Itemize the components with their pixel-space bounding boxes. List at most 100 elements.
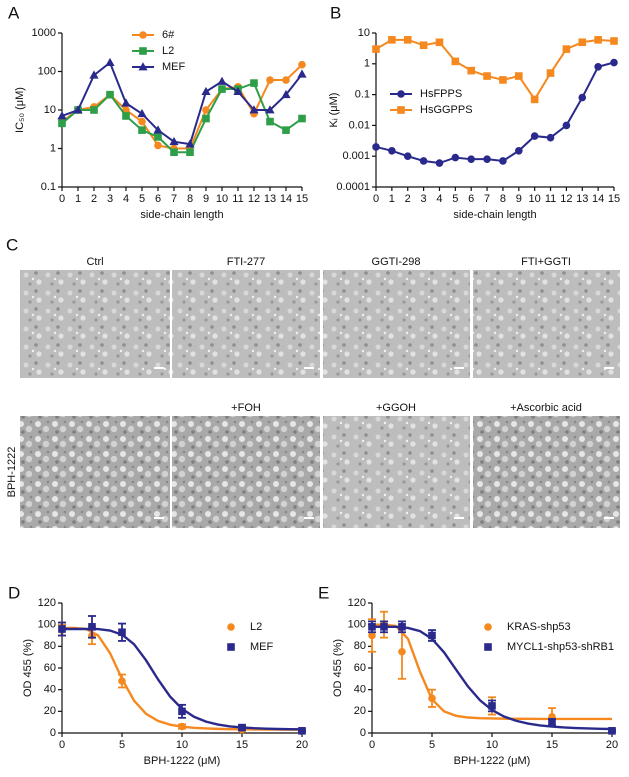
marker xyxy=(515,146,523,155)
x-tick-label: 6 xyxy=(468,193,474,205)
legend-label: HsGGPPS xyxy=(420,104,473,116)
scale-bars xyxy=(154,367,614,519)
marker xyxy=(548,718,556,726)
marker xyxy=(499,157,507,165)
marker xyxy=(57,111,67,120)
y-tick-label: 120 xyxy=(348,597,366,609)
legend-marker xyxy=(227,643,235,651)
legend-marker xyxy=(397,90,405,98)
legend-marker xyxy=(227,623,235,631)
marker xyxy=(238,723,246,732)
x-axis-label: side-chain length xyxy=(453,209,536,221)
x-tick-label: 11 xyxy=(545,193,556,205)
marker xyxy=(185,139,195,148)
marker xyxy=(530,132,539,140)
x-tick-label: 7 xyxy=(484,193,490,205)
marker xyxy=(202,114,210,123)
marker xyxy=(202,106,210,114)
marker xyxy=(266,117,274,126)
x-tick-label: 15 xyxy=(608,193,620,205)
marker xyxy=(121,98,131,107)
marker xyxy=(169,136,179,146)
y-axis-label: IC₅₀ (μM) xyxy=(14,87,26,133)
marker xyxy=(298,727,306,735)
panel-letter: D xyxy=(8,583,20,602)
marker xyxy=(138,117,146,126)
x-tick-label: 13 xyxy=(264,193,276,205)
legend-label: KRAS-shp53 xyxy=(507,621,571,633)
x-axis-label: BPH-1222 (μM) xyxy=(144,755,221,767)
x-tick-label: 12 xyxy=(248,193,260,205)
y-tick-label: 40 xyxy=(44,684,56,696)
marker xyxy=(122,112,130,120)
x-tick-label: 9 xyxy=(203,193,209,205)
marker xyxy=(89,70,99,79)
micrograph xyxy=(323,416,470,528)
legend-label: MEF xyxy=(162,61,186,73)
marker xyxy=(170,148,178,157)
micrograph xyxy=(473,270,620,378)
x-tick-label: 11 xyxy=(232,193,243,205)
marker xyxy=(297,69,307,78)
y-tick-label: 0.001 xyxy=(342,150,370,162)
y-tick-label: 40 xyxy=(354,684,366,696)
y-tick-label: 0.1 xyxy=(355,89,370,101)
y-tick-label: 80 xyxy=(44,640,56,652)
marker xyxy=(368,631,376,640)
legend-marker xyxy=(484,643,492,651)
x-tick-label: 5 xyxy=(452,193,458,205)
panel-letter: A xyxy=(8,3,20,22)
marker xyxy=(201,86,211,96)
x-tick-label: 5 xyxy=(119,739,125,751)
x-tick-label: 20 xyxy=(296,739,308,751)
marker xyxy=(186,148,194,157)
x-tick-label: 0 xyxy=(373,193,379,205)
x-tick-label: 10 xyxy=(176,739,188,751)
panel-letter: B xyxy=(330,3,341,22)
marker xyxy=(372,143,380,151)
series-line xyxy=(61,63,303,150)
legend-label: L2 xyxy=(162,45,174,57)
marker xyxy=(530,95,539,104)
y-tick-label: 10 xyxy=(44,104,56,116)
x-tick-label: 20 xyxy=(606,739,618,751)
y-tick-label: 1 xyxy=(50,142,56,154)
marker xyxy=(594,36,602,44)
image-label: GGTI-298 xyxy=(372,256,421,268)
marker xyxy=(106,90,114,99)
y-tick-label: 120 xyxy=(38,597,56,609)
legend-label: L2 xyxy=(250,621,262,633)
marker xyxy=(435,159,444,167)
marker xyxy=(403,152,412,160)
x-tick-label: 14 xyxy=(280,193,292,205)
marker xyxy=(546,69,555,77)
y-tick-label: 100 xyxy=(348,619,366,631)
x-tick-label: 3 xyxy=(421,193,427,205)
y-tick-label: 60 xyxy=(354,662,366,674)
marker xyxy=(515,72,523,80)
chart: D 0 20 40 60 80 100 120 0 5 10 15 20 BPH-1222 (μM) OD … xyxy=(8,583,308,766)
marker xyxy=(403,36,412,44)
chart: E 0 20 40 60 80 100 120 0 5 10 15 20 BPH-1222 (μM) OD … xyxy=(318,583,618,766)
legend-marker xyxy=(397,106,405,114)
marker xyxy=(368,623,376,631)
marker xyxy=(154,141,162,150)
x-tick-label: 13 xyxy=(576,193,588,205)
marker xyxy=(398,647,406,656)
marker xyxy=(483,72,491,80)
marker xyxy=(233,86,243,96)
x-tick-label: 7 xyxy=(171,193,177,205)
marker xyxy=(451,153,460,162)
y-axis-label: Kᵢ (μM) xyxy=(328,93,340,128)
x-tick-label: 5 xyxy=(139,193,145,205)
marker xyxy=(153,125,163,134)
micrograph xyxy=(20,270,170,378)
marker xyxy=(451,57,460,66)
y-tick-label: 1000 xyxy=(32,27,56,39)
micrograph xyxy=(20,416,170,528)
image-label: +Ascorbic acid xyxy=(510,402,582,414)
marker xyxy=(398,623,406,631)
marker xyxy=(467,66,475,75)
x-axis-label: side-chain length xyxy=(140,209,223,221)
